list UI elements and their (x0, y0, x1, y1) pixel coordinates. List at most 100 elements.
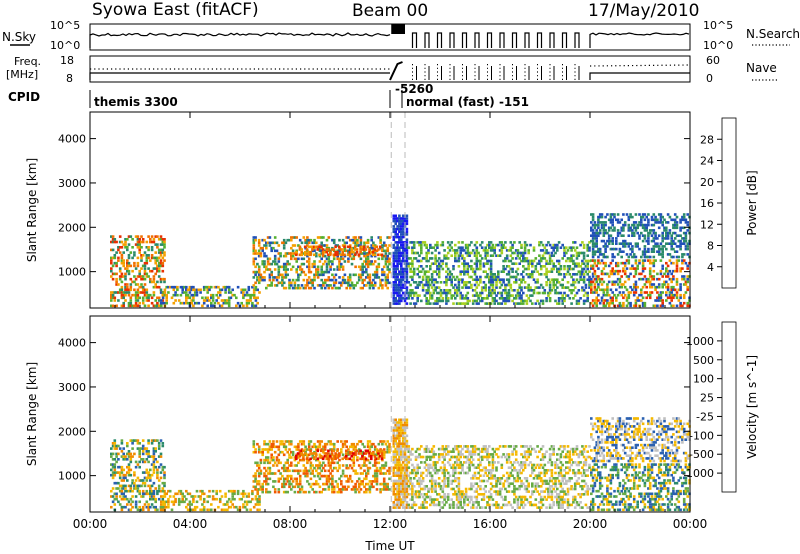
range-gate-cell (111, 296, 115, 300)
range-gate-cell (170, 508, 174, 512)
range-gate-cell (647, 218, 650, 222)
range-gate-cell (313, 273, 316, 277)
range-gate-cell (525, 294, 529, 297)
range-gate-cell (129, 304, 133, 308)
range-gate-cell (338, 490, 341, 494)
range-gate-cell (600, 272, 604, 276)
range-gate-cell (315, 458, 318, 462)
range-gate-cell (149, 476, 152, 480)
range-gate-cell (147, 505, 150, 509)
range-gate-cell (298, 253, 302, 257)
range-gate-cell (150, 246, 154, 249)
range-gate-cell (388, 450, 391, 454)
range-gate-cell (545, 249, 548, 252)
range-gate-cell (495, 286, 498, 289)
range-gate-cell (338, 257, 341, 261)
range-gate-cell (586, 291, 589, 295)
range-gate-cell (464, 297, 468, 300)
range-gate-cell (273, 490, 277, 494)
range-gate-cell (134, 283, 138, 286)
range-gate-cell (275, 458, 279, 462)
range-gate-cell (392, 217, 396, 220)
range-gate-cell (518, 257, 521, 260)
range-gate-cell (313, 482, 316, 486)
range-gate-cell (377, 265, 381, 269)
range-gate-cell (489, 270, 493, 273)
range-gate-cell (379, 241, 382, 245)
range-gate-cell (122, 304, 125, 308)
range-gate-cell (518, 294, 521, 297)
range-gate-cell (117, 481, 120, 485)
range-gate-cell (343, 474, 347, 478)
range-gate-cell (631, 245, 634, 248)
range-gate-cell (327, 253, 330, 257)
range-gate-cell (552, 254, 555, 257)
range-gate-cell (302, 457, 305, 461)
range-gate-cell (418, 241, 421, 244)
range-gate-cell (124, 240, 127, 244)
range-gate-cell (425, 246, 428, 249)
range-gate-cell (236, 301, 240, 305)
range-gate-cell (323, 260, 327, 263)
range-gate-cell (418, 283, 421, 287)
range-gate-cell (400, 225, 403, 228)
range-gate-cell (147, 254, 150, 257)
range-gate-cell (450, 294, 453, 297)
range-gate-cell (609, 226, 613, 230)
range-gate-cell (316, 464, 320, 467)
range-gate-cell (313, 490, 316, 494)
range-gate-cell (355, 250, 359, 254)
range-gate-cell (480, 297, 484, 300)
range-gate-cell (615, 239, 618, 243)
range-gate-cell (272, 458, 275, 462)
range-gate-cell (591, 215, 595, 219)
range-gate-cell (157, 444, 161, 448)
range-gate-cell (202, 500, 206, 504)
range-gate-cell (529, 299, 532, 303)
range-gate-cell (675, 221, 679, 224)
range-gate-cell (579, 251, 582, 255)
range-gate-cell (145, 468, 149, 472)
range-gate-cell (396, 257, 399, 260)
range-gate-cell (202, 508, 206, 512)
range-gate-cell (640, 231, 643, 235)
range-gate-cell (338, 488, 341, 491)
range-gate-cell (401, 469, 405, 472)
range-gate-cell (316, 474, 320, 478)
range-gate-cell (136, 275, 140, 278)
range-gate-cell (366, 469, 370, 473)
range-gate-cell (303, 245, 307, 249)
range-gate-cell (379, 246, 382, 250)
range-gate-cell (252, 440, 256, 443)
range-gate-cell (505, 273, 509, 276)
range-gate-cell (479, 291, 482, 295)
range-gate-cell (134, 299, 138, 302)
range-gate-cell (543, 265, 547, 268)
range-gate-cell (165, 505, 168, 509)
range-gate-cell (257, 466, 261, 470)
range-gate-cell (604, 245, 607, 248)
range-gate-cell (341, 488, 345, 491)
range-gate-cell (302, 270, 306, 274)
range-gate-cell (437, 265, 441, 268)
range-gate-cell (429, 297, 432, 300)
range-gate-cell (401, 487, 405, 491)
range-gate-cell (548, 254, 552, 257)
range-gate-cell (536, 262, 539, 265)
range-gate-cell (523, 241, 527, 244)
range-gate-cell (509, 246, 513, 249)
range-gate-cell (254, 265, 257, 269)
range-gate-cell (454, 283, 457, 287)
range-gate-cell (161, 481, 165, 485)
range-gate-cell (418, 281, 421, 284)
range-gate-cell (368, 452, 371, 455)
range-gate-cell (500, 278, 504, 281)
range-gate-cell (138, 243, 141, 246)
range-gate-cell (168, 489, 172, 493)
range-gate-cell (318, 456, 322, 459)
y-tick-label: 4000 (58, 133, 86, 146)
range-gate-cell (407, 281, 411, 284)
range-gate-cell (445, 278, 448, 281)
range-gate-cell (602, 261, 606, 265)
range-gate-cell (502, 259, 505, 263)
